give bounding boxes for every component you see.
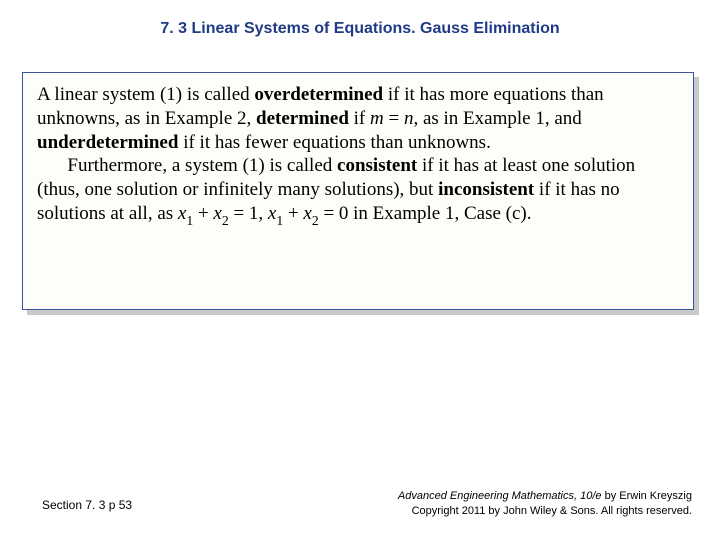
text: =: [384, 108, 404, 129]
slide-header: 7. 3 Linear Systems of Equations. Gauss …: [0, 0, 720, 56]
book-title: Advanced Engineering Mathematics, 10/e: [398, 490, 602, 502]
text: , as in Example 1, and: [413, 108, 581, 129]
footer-line2: Copyright 2011 by John Wiley & Sons. All…: [398, 504, 692, 518]
paragraph-2: Furthermore, a system (1) is called cons…: [37, 154, 679, 227]
var-m: m: [370, 108, 384, 129]
text: = 1,: [229, 203, 268, 224]
content-box: A linear system (1) is called overdeterm…: [22, 72, 694, 310]
term-consistent: consistent: [337, 155, 417, 176]
text: = 0 in Example 1, Case (c).: [319, 203, 532, 224]
footer-right: Advanced Engineering Mathematics, 10/e b…: [398, 489, 692, 518]
sub-2: 2: [222, 213, 229, 228]
term-inconsistent: inconsistent: [438, 179, 534, 200]
text: +: [193, 203, 213, 224]
slide-title: 7. 3 Linear Systems of Equations. Gauss …: [160, 20, 559, 37]
term-determined: determined: [256, 108, 349, 129]
var-x2: x: [213, 203, 221, 224]
term-overdetermined: overdetermined: [254, 84, 383, 105]
text: A linear system (1) is called: [37, 84, 254, 105]
sub-1b: 1: [276, 213, 283, 228]
footer-line1: Advanced Engineering Mathematics, 10/e b…: [398, 489, 692, 503]
var-x2b: x: [303, 203, 311, 224]
author: by Erwin Kreyszig: [602, 490, 692, 502]
term-underdetermined: underdetermined: [37, 132, 178, 153]
sub-1: 1: [186, 213, 193, 228]
text: if: [349, 108, 370, 129]
text: if it has fewer equations than unknowns.: [178, 132, 490, 153]
text: +: [283, 203, 303, 224]
sub-2b: 2: [312, 213, 319, 228]
footer-left: Section 7. 3 p 53: [42, 498, 132, 512]
text: Furthermore, a system (1) is called: [67, 155, 337, 176]
paragraph-1: A linear system (1) is called overdeterm…: [37, 83, 679, 154]
